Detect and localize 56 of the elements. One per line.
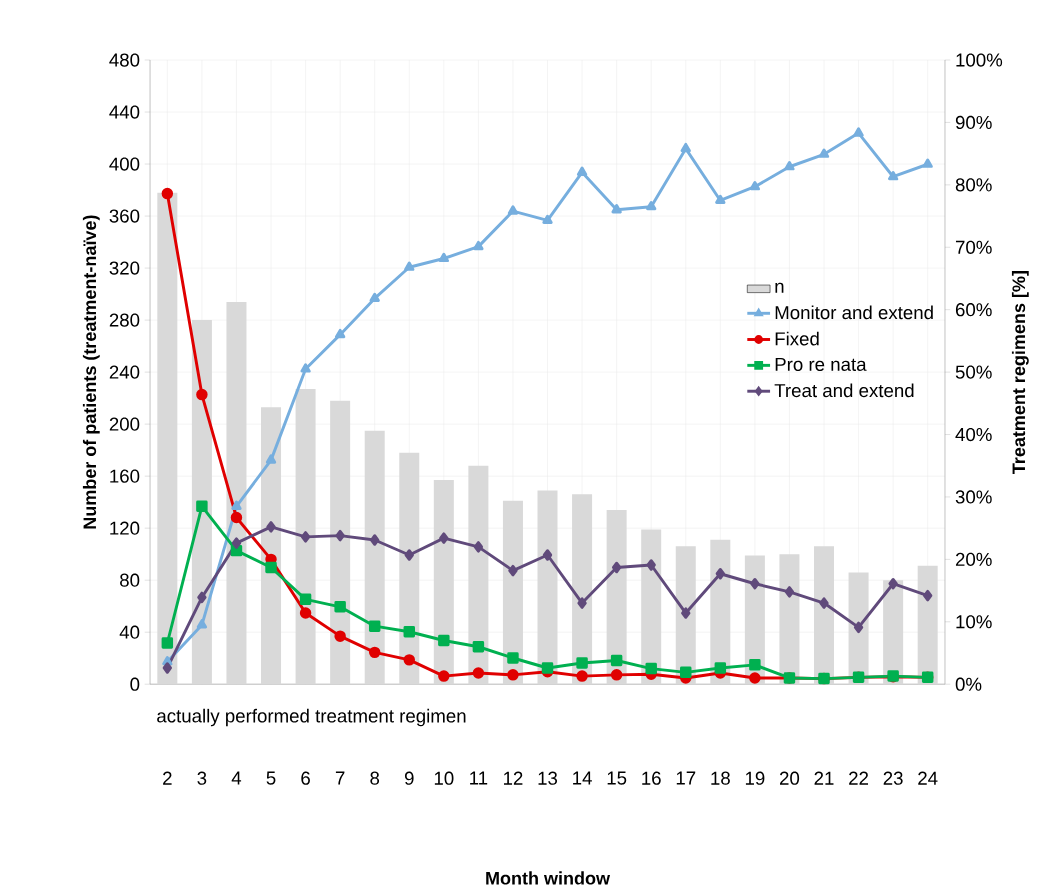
y2-tick-label: 10%	[956, 615, 992, 629]
y-tick-label: 320	[109, 261, 140, 275]
y-tick-label: 240	[109, 365, 140, 379]
y-tick-label: 0	[130, 677, 140, 691]
y-tick-label: 160	[110, 469, 140, 483]
x-tick-label: 21	[814, 771, 834, 785]
y-tick-label: 480	[109, 53, 140, 67]
x-tick-label: 22	[849, 771, 869, 785]
y-tick-label: 40	[119, 625, 140, 639]
y-tick-label: 280	[109, 313, 140, 327]
x-tick-label: 3	[197, 771, 207, 785]
y2-tick-label: 0%	[955, 677, 982, 691]
legend-label: Fixed	[775, 331, 819, 346]
y-tick-label: 400	[109, 157, 140, 171]
y2-tick-label: 100%	[956, 53, 1003, 67]
y-axis-title: Number of patients (treatment-naïve)	[82, 215, 100, 529]
y2-tick-label: 60%	[955, 303, 992, 317]
y2-tick-label: 50%	[955, 365, 992, 379]
legend-label: Monitor and extend	[775, 305, 933, 320]
y-tick-label: 440	[109, 105, 140, 119]
x-tick-label: 4	[231, 771, 242, 785]
x-tick-label: 7	[335, 771, 345, 785]
x-axis-title: Month window	[486, 871, 611, 885]
x-tick-label: 20	[780, 771, 800, 785]
x-tick-label: 18	[711, 771, 730, 785]
legend-label: Treat and extend	[774, 383, 914, 398]
legend-label: Pro re nata	[775, 357, 867, 371]
x-tick-label: 11	[470, 771, 488, 785]
y-tick-label: 360	[109, 209, 140, 223]
y2-tick-label: 20%	[955, 552, 992, 566]
y-tick-label: 120	[110, 521, 140, 535]
x-tick-label: 12	[503, 771, 523, 785]
y-tick-label: 200	[109, 417, 140, 431]
text: actually performed treatment regimen	[157, 708, 466, 727]
legend-label: n	[775, 282, 784, 293]
y2-tick-label: 90%	[955, 115, 992, 130]
x-tick-label: 24	[918, 771, 938, 785]
x-tick-label: 8	[370, 771, 380, 785]
x-tick-label: 14	[573, 771, 592, 785]
x-tick-label: 13	[538, 771, 558, 785]
x-tick-label: 10	[434, 771, 454, 785]
x-tick-label: 15	[607, 771, 627, 785]
x-tick-label: 19	[745, 771, 765, 785]
x-tick-label: 9	[404, 771, 414, 785]
x-tick-label: 2	[163, 771, 172, 785]
x-tick-label: 6	[301, 771, 310, 785]
y2-tick-label: 80%	[955, 178, 992, 192]
x-tick-label: 5	[266, 771, 276, 785]
y-tick-label: 80	[120, 573, 140, 587]
y2-axis-title: Treatment regimens [%]	[1011, 271, 1029, 474]
x-tick-label: 23	[883, 771, 903, 785]
y2-tick-label: 30%	[955, 490, 992, 504]
x-tick-label: 16	[642, 771, 661, 785]
y2-tick-label: 40%	[955, 427, 992, 442]
x-tick-label: 17	[676, 771, 696, 785]
y2-tick-label: 70%	[955, 240, 992, 254]
